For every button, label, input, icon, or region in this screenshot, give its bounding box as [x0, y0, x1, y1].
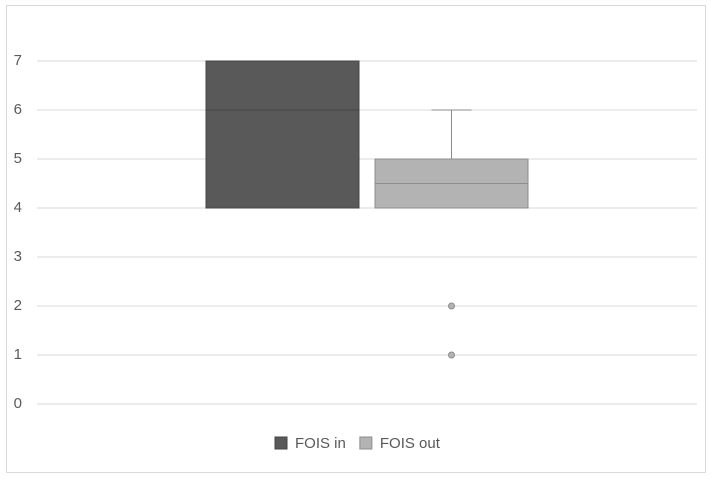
y-tick-label: 6	[14, 101, 22, 118]
y-tick-label: 2	[14, 297, 22, 314]
legend-swatch	[274, 436, 288, 450]
outlier	[448, 302, 455, 310]
outlier	[448, 351, 455, 359]
legend-label: FOIS in	[295, 435, 346, 452]
y-tick-label: 3	[14, 248, 22, 265]
y-tick-label: 1	[14, 346, 22, 363]
legend-swatch	[359, 436, 373, 450]
box	[205, 60, 360, 209]
y-tick-label: 4	[14, 199, 22, 216]
y-tick-label: 7	[14, 52, 22, 69]
y-tick-label: 0	[14, 395, 22, 412]
y-tick-label: 5	[14, 150, 22, 167]
legend-label: FOIS out	[380, 435, 441, 452]
